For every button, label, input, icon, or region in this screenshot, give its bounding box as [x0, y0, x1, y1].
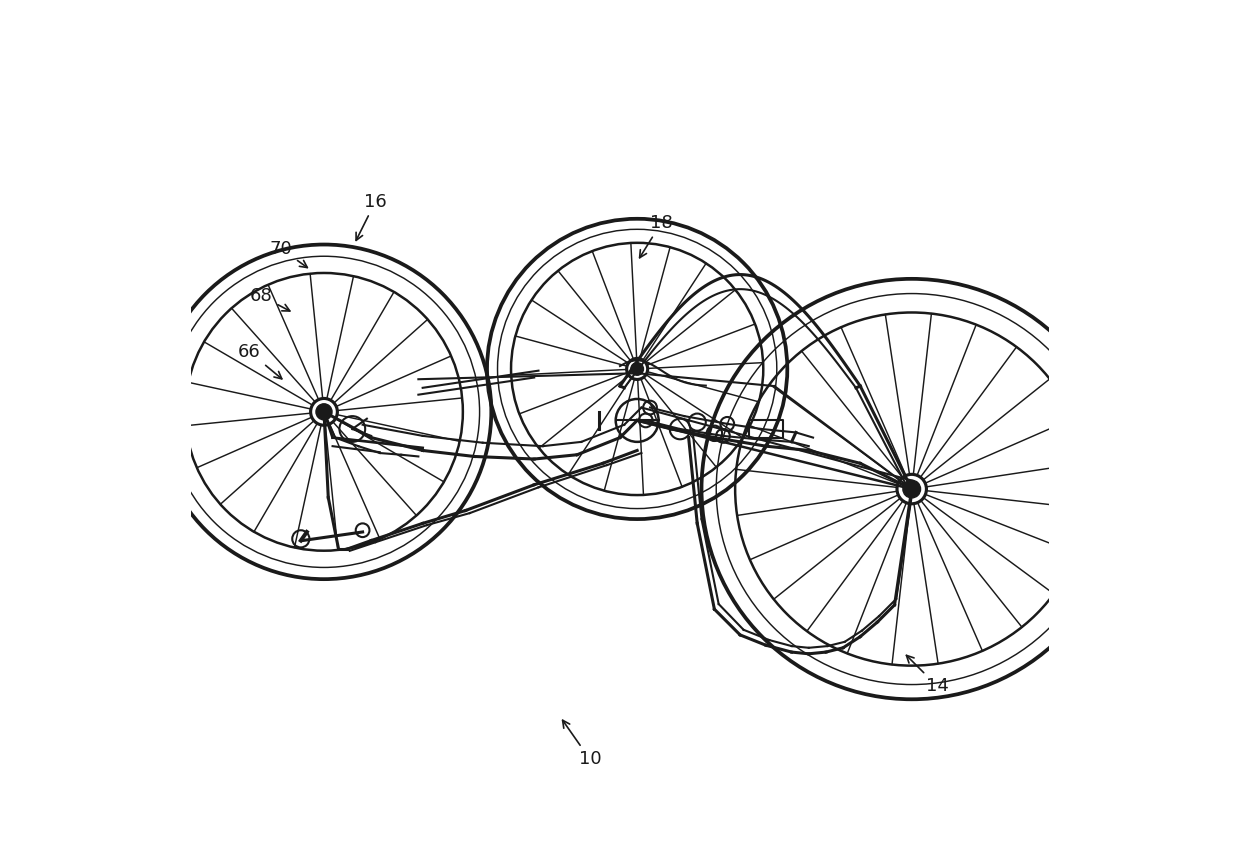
Text: 18: 18: [640, 214, 672, 257]
Circle shape: [631, 363, 644, 375]
Circle shape: [903, 480, 920, 498]
Text: 70: 70: [270, 240, 308, 268]
Text: 68: 68: [250, 287, 290, 311]
Text: 10: 10: [563, 720, 601, 768]
Text: 66: 66: [238, 343, 281, 379]
Circle shape: [316, 404, 332, 420]
Text: 14: 14: [906, 656, 949, 695]
Text: 16: 16: [356, 193, 387, 240]
